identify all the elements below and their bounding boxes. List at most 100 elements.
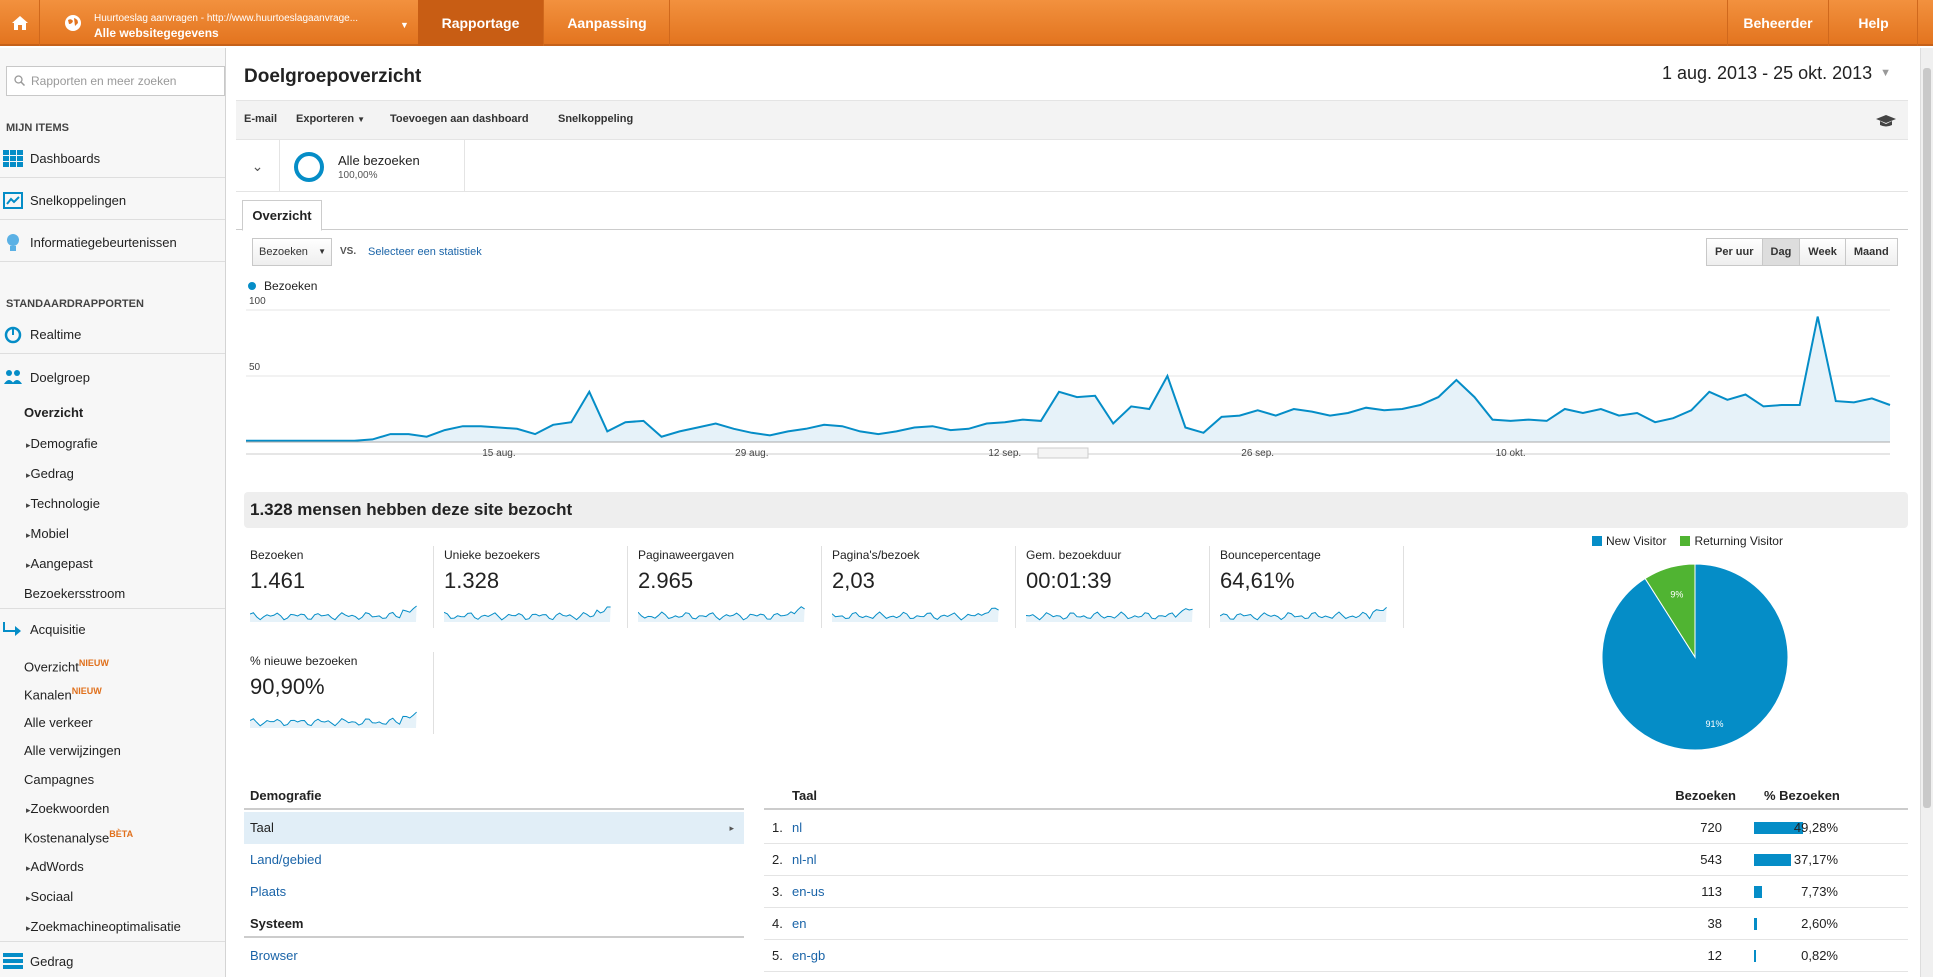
metric-card[interactable]: Gem. bezoekduur 00:01:39 <box>1020 546 1210 628</box>
sparkline-area <box>444 606 611 622</box>
export-button[interactable]: Exporteren ▼ <box>296 113 365 125</box>
period-week[interactable]: Week <box>1800 239 1846 265</box>
sparkline-area <box>250 606 417 622</box>
pie-slice[interactable] <box>1644 563 1696 659</box>
sidebar-sub-kostenanalyse[interactable]: KostenanalyseBÈTA <box>24 829 133 845</box>
segment-all-visits[interactable]: Alle bezoeken 100,00% <box>280 140 465 192</box>
tab-overview[interactable]: Overzicht <box>242 200 322 231</box>
sidebar-item-acquisition[interactable]: Acquisitie <box>0 610 225 648</box>
sidebar-sub-seo[interactable]: Zoekmachineoptimalisatie <box>26 919 181 934</box>
sidebar-sub-gedrag[interactable]: Gedrag <box>26 466 74 481</box>
shortcut-icon <box>3 192 23 209</box>
sidebar-sub-mobiel[interactable]: Mobiel <box>26 526 69 541</box>
sidebar-sub-kanalen[interactable]: KanalenNIEUW <box>24 686 102 702</box>
metric-value: 2.965 <box>638 568 694 593</box>
period-day[interactable]: Dag <box>1762 239 1801 265</box>
row-language-link[interactable]: nl <box>792 820 803 835</box>
metric-card[interactable]: Bouncepercentage 64,61% <box>1214 546 1404 628</box>
x-tick-label: 15 aug. <box>482 448 515 459</box>
chevron-down-icon: ▼ <box>1880 67 1891 79</box>
metric-card[interactable]: Paginaweergaven 2.965 <box>632 546 822 628</box>
sidebar-sub-overview[interactable]: Overzicht <box>24 405 84 420</box>
legend-label: New Visitor <box>1606 534 1667 548</box>
metric-card[interactable]: Pagina's/bezoek 2,03 <box>826 546 1016 628</box>
sparkline-area <box>832 608 999 622</box>
x-tick-label: 29 aug. <box>735 448 768 459</box>
legend-swatch <box>1592 536 1602 546</box>
sidebar-item-label: Dashboards <box>30 151 101 166</box>
segment-pct: 100,00% <box>338 170 378 181</box>
row-visits: 720 <box>1700 820 1722 835</box>
admin-button[interactable]: Beheerder <box>1727 0 1829 46</box>
sidebar-item-intelligence[interactable]: Informatiegebeurtenissen <box>0 224 225 262</box>
sparkline-line <box>1220 606 1387 621</box>
sidebar-item-dashboards[interactable]: Dashboards <box>0 140 225 178</box>
legend-dot <box>248 282 256 290</box>
sidebar-sub-sociaal[interactable]: Sociaal <box>26 889 74 904</box>
demo-item-browser[interactable]: Browser <box>250 948 298 963</box>
metric-card[interactable]: % nieuwe bezoeken 90,90% <box>244 652 434 734</box>
search-input[interactable]: Rapporten en meer zoeken <box>6 66 225 96</box>
sidebar-sub-verwijzingen[interactable]: Alle verwijzingen <box>24 743 121 758</box>
sidebar-item-realtime[interactable]: Realtime <box>0 316 225 354</box>
row-number: 1. <box>772 820 783 835</box>
row-language-link[interactable]: nl-nl <box>792 852 817 867</box>
row-language-link[interactable]: en-gb <box>792 948 826 963</box>
range-handle[interactable] <box>1037 447 1089 459</box>
date-range-picker[interactable]: 1 aug. 2013 - 25 okt. 2013 ▼ <box>1652 58 1897 88</box>
metric-value: 2,03 <box>832 568 875 593</box>
y-tick-label: 50 <box>249 362 261 373</box>
chevron-down-icon[interactable]: ⌄ <box>236 140 280 192</box>
metric-label: Bezoeken <box>250 548 304 562</box>
sparkline-line <box>832 607 999 621</box>
demo-item-taal[interactable]: Taal ▸ <box>244 812 744 844</box>
sparkline-line <box>444 606 611 621</box>
scrollbar-thumb[interactable] <box>1923 68 1931 808</box>
account-selector[interactable]: Huurtoeslag aanvragen - http://www.huurt… <box>46 0 422 46</box>
demo-item-city[interactable]: Plaats <box>250 884 287 899</box>
sparkline-line <box>250 605 417 621</box>
row-language-link[interactable]: en-us <box>792 884 825 899</box>
sidebar-sub-label: Overzicht <box>24 659 79 675</box>
tab-bar: Overzicht <box>236 200 1908 231</box>
metric-card[interactable]: Bezoeken 1.461 <box>244 546 434 628</box>
metric-card[interactable]: Unieke bezoekers 1.328 <box>438 546 628 628</box>
add-dashboard-button[interactable]: Toevoegen aan dashboard <box>390 113 529 125</box>
demo-item-country[interactable]: Land/gebied <box>250 852 322 867</box>
tab-rapportage[interactable]: Rapportage <box>418 0 544 46</box>
sidebar-sub-alle-verkeer[interactable]: Alle verkeer <box>24 715 93 730</box>
x-tick-label: 26 sep. <box>1241 448 1274 459</box>
graduation-cap-icon[interactable] <box>1876 113 1896 129</box>
sidebar-item-behavior[interactable]: Gedrag <box>0 942 225 980</box>
sidebar-sub-technologie[interactable]: Technologie <box>26 496 100 511</box>
sparkline-line <box>250 711 417 727</box>
metric-sparkline <box>250 711 417 728</box>
sidebar-sub-campagnes[interactable]: Campagnes <box>24 772 95 787</box>
home-button[interactable] <box>0 0 40 46</box>
sidebar-sub-adwords[interactable]: AdWords <box>26 859 84 874</box>
row-number: 5. <box>772 948 783 963</box>
sidebar-sub-bezoekersstroom[interactable]: Bezoekersstroom <box>24 586 126 601</box>
sidebar-item-shortcuts[interactable]: Snelkoppelingen <box>0 182 225 220</box>
help-button[interactable]: Help <box>1830 0 1918 46</box>
row-pct: 49,28% <box>1793 820 1838 835</box>
select-statistic-link[interactable]: Selecteer een statistiek <box>368 246 482 258</box>
sidebar-sub-zoekwoorden[interactable]: Zoekwoorden <box>26 801 110 816</box>
row-visits: 543 <box>1700 852 1722 867</box>
shortcut-button[interactable]: Snelkoppeling <box>558 113 634 125</box>
sidebar-sub-aangepast[interactable]: Aangepast <box>26 556 93 571</box>
sidebar-sub-acq-overview[interactable]: OverzichtNIEUW <box>24 658 109 674</box>
sidebar-item-label: Doelgroep <box>30 369 90 385</box>
metric-label: Paginaweergaven <box>638 548 735 562</box>
row-language-link[interactable]: en <box>792 916 807 931</box>
metric-select[interactable]: Bezoeken ▼ <box>252 238 332 266</box>
scrollbar[interactable] <box>1920 48 1933 977</box>
row-pct-bar <box>1754 918 1757 930</box>
email-button[interactable]: E-mail <box>244 113 278 125</box>
period-month[interactable]: Maand <box>1845 239 1897 265</box>
new-badge: NIEUW <box>71 686 102 696</box>
tab-aanpassing[interactable]: Aanpassing <box>545 0 670 46</box>
sidebar-item-audience[interactable]: Doelgroep <box>0 358 225 396</box>
sidebar-sub-demografie[interactable]: Demografie <box>26 436 98 451</box>
period-hourly[interactable]: Per uur <box>1707 239 1763 265</box>
